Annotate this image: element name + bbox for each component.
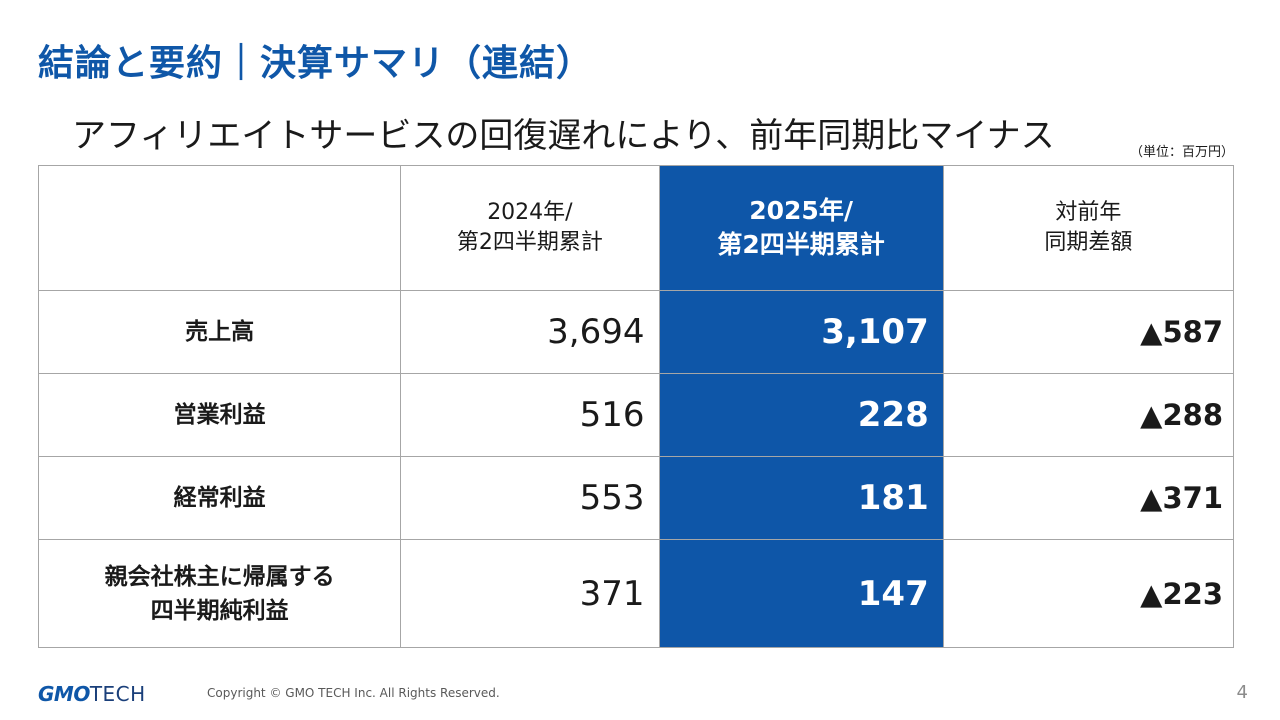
- value-prev: 516: [400, 373, 660, 457]
- header-prev-line2: 第2四半期累計: [456, 230, 603, 255]
- value-difference: ▲587: [942, 290, 1235, 374]
- table-header-row: 2024年/ 第2四半期累計 2025年/ 第2四半期累計 対前年 同期差額: [37, 165, 1235, 291]
- header-prev-period: 2024年/ 第2四半期累計: [400, 165, 660, 291]
- row-label-line1: 親会社株主に帰属する: [104, 563, 335, 590]
- slide-title: 結論と要約｜決算サマリ（連結）: [38, 43, 594, 84]
- value-prev: 3,694: [400, 290, 660, 374]
- row-label-line2: 四半期純利益: [150, 597, 289, 624]
- value-current: 181: [658, 456, 944, 540]
- value-prev: 371: [400, 539, 660, 648]
- header-curr-line1: 2025年/: [749, 196, 853, 225]
- table-row-net-sales: 売上高 3,694 3,107 ▲587: [37, 290, 1235, 374]
- value-difference: ▲371: [942, 456, 1235, 540]
- row-label: 経常利益: [37, 456, 402, 540]
- row-label-line1: 経常利益: [173, 485, 266, 511]
- row-label-line1: 営業利益: [173, 402, 266, 428]
- header-prev-line1: 2024年/: [487, 200, 573, 225]
- value-difference: ▲288: [942, 373, 1235, 457]
- header-yoy-difference: 対前年 同期差額: [942, 165, 1235, 291]
- row-label: 売上高: [37, 290, 402, 374]
- row-label-line1: 売上高: [185, 319, 255, 345]
- value-current: 3,107: [658, 290, 944, 374]
- value-difference: ▲223: [942, 539, 1235, 648]
- company-logo: GMOTECH: [38, 682, 146, 706]
- header-diff-line1: 対前年: [1055, 200, 1122, 225]
- header-current-period: 2025年/ 第2四半期累計: [658, 165, 944, 291]
- copyright-text: Copyright © GMO TECH Inc. All Rights Res…: [207, 686, 500, 700]
- value-current: 228: [658, 373, 944, 457]
- page-number: 4: [1236, 682, 1248, 703]
- value-current: 147: [658, 539, 944, 648]
- row-label: 営業利益: [37, 373, 402, 457]
- table-row-ordinary-profit: 経常利益 553 181 ▲371: [37, 456, 1235, 540]
- slide-subtitle: アフィリエイトサービスの回復遅れにより、前年同期比マイナス: [72, 116, 1055, 156]
- logo-gmo: GMO: [38, 682, 90, 706]
- results-table: 2024年/ 第2四半期累計 2025年/ 第2四半期累計 対前年 同期差額 売…: [37, 165, 1235, 648]
- header-empty-cell: [37, 165, 402, 291]
- row-label: 親会社株主に帰属する 四半期純利益: [37, 539, 402, 648]
- value-prev: 553: [400, 456, 660, 540]
- table-row-operating-profit: 営業利益 516 228 ▲288: [37, 373, 1235, 457]
- table-row-net-income: 親会社株主に帰属する 四半期純利益 371 147 ▲223: [37, 539, 1235, 648]
- header-diff-line2: 同期差額: [1044, 230, 1133, 255]
- unit-note: （単位：百万円）: [1129, 145, 1234, 160]
- header-curr-line2: 第2四半期累計: [717, 230, 885, 259]
- logo-tech: TECH: [89, 682, 146, 706]
